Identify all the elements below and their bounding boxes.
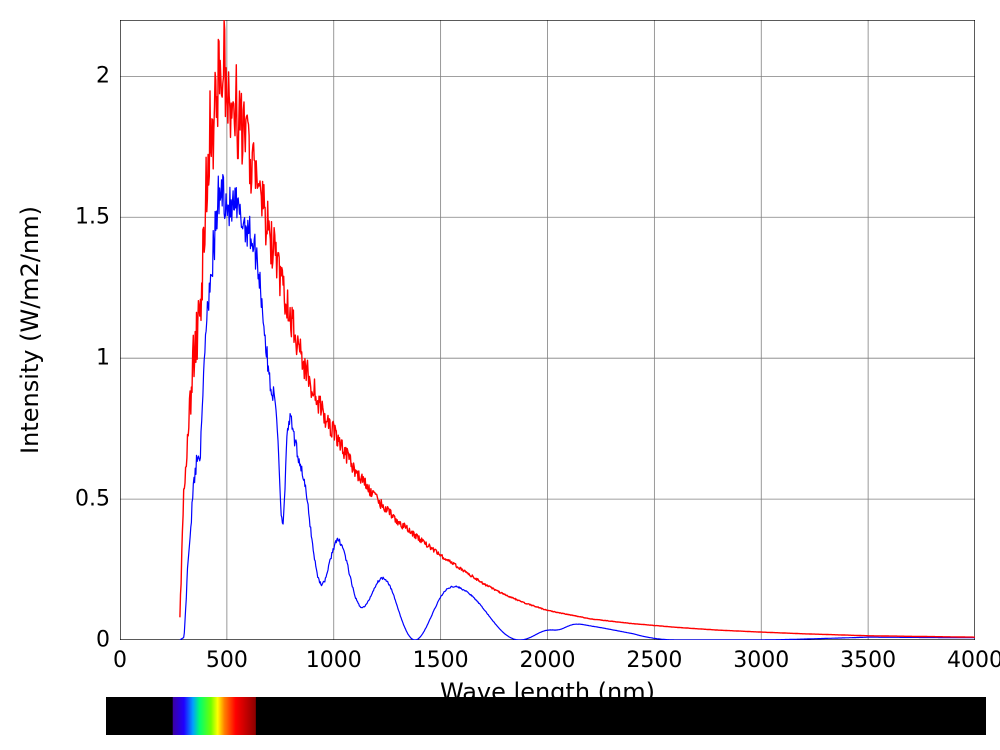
y-axis-label: Intensity (W/m2/nm) <box>16 206 44 454</box>
y-tick-label: 2 <box>96 64 110 89</box>
spectrum-svg <box>106 697 986 735</box>
x-tick-label: 2000 <box>520 648 576 673</box>
series-extraterrestrial <box>180 20 975 637</box>
x-tick-label: 500 <box>206 648 248 673</box>
x-tick-label: 1000 <box>306 648 362 673</box>
y-tick-label: 0.5 <box>75 487 110 512</box>
spectrum-line-chart <box>120 20 975 640</box>
x-tick-label: 3000 <box>733 648 789 673</box>
series-surface <box>180 175 975 640</box>
x-tick-label: 3500 <box>840 648 896 673</box>
plot-svg <box>120 20 975 640</box>
x-tick-label: 0 <box>113 648 127 673</box>
x-tick-label: 1500 <box>413 648 469 673</box>
y-tick-label: 1.5 <box>75 205 110 230</box>
x-tick-label: 4000 <box>947 648 1000 673</box>
x-tick-label: 2500 <box>626 648 682 673</box>
y-tick-label: 0 <box>96 628 110 653</box>
visible-spectrum-bar <box>106 697 986 735</box>
y-tick-label: 1 <box>96 346 110 371</box>
